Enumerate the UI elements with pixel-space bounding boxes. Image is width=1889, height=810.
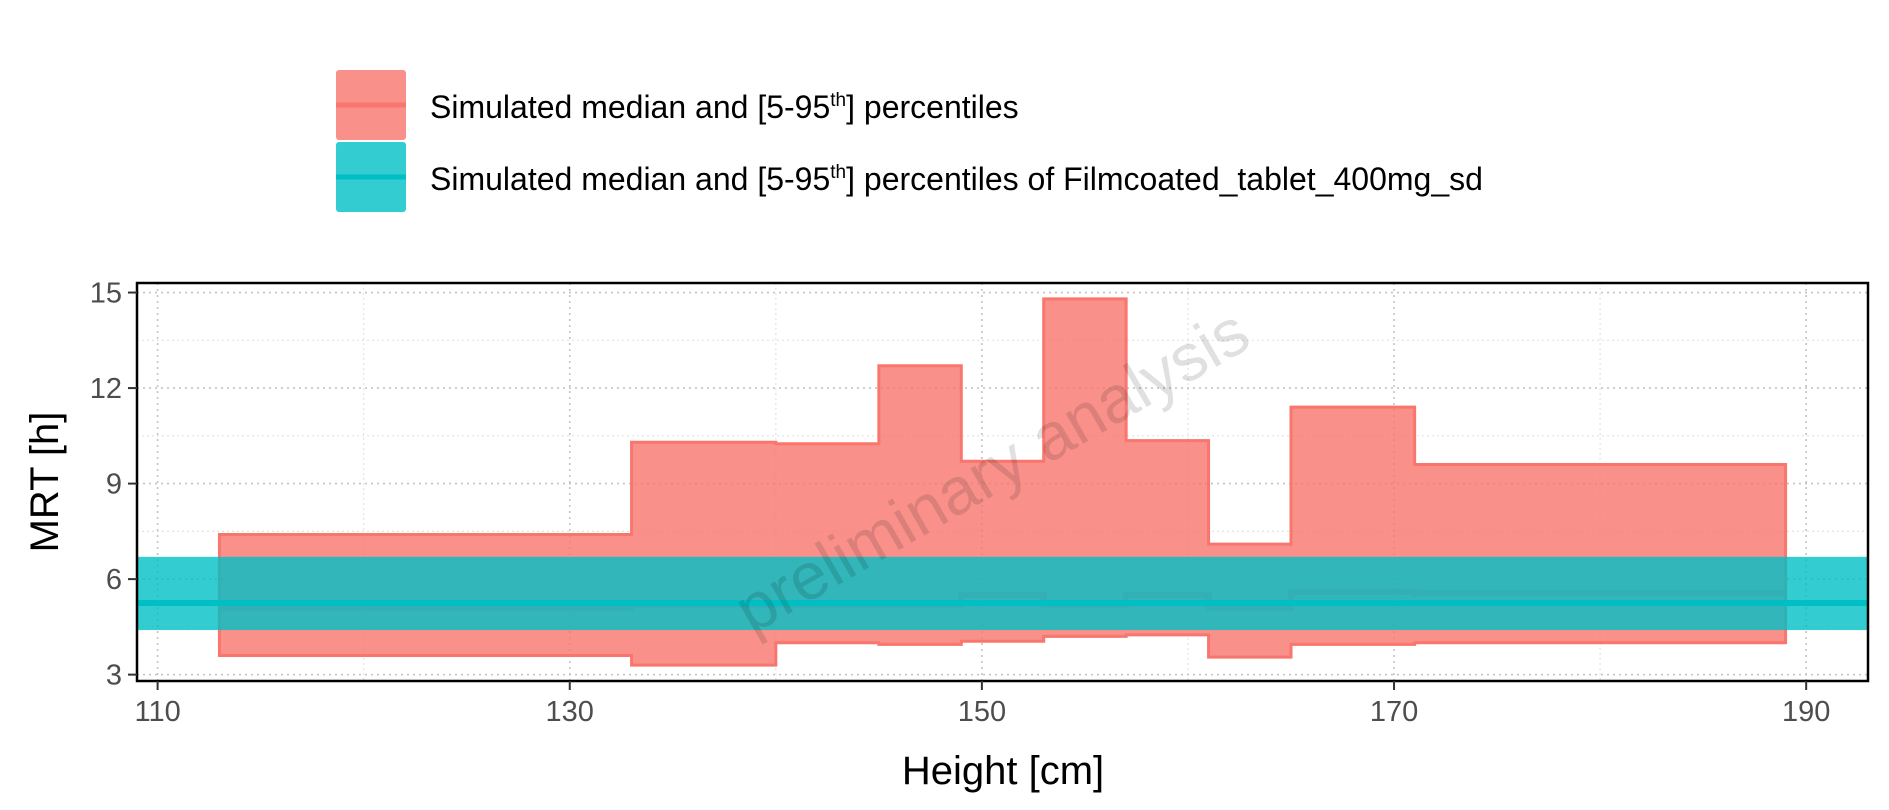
x-tick-label: 110	[134, 696, 180, 728]
x-tick-label: 190	[1782, 696, 1830, 728]
x-tick-label: 170	[1370, 696, 1418, 728]
legend-label-tablet: Simulated median and [5-95th] percentile…	[430, 161, 1483, 197]
y-tick-label: 3	[106, 660, 122, 692]
legend: Simulated median and [5-95th] percentile…	[336, 70, 1483, 212]
y-tick-label: 6	[106, 564, 122, 596]
legend-label-tablet-part1: Simulated median and [5-95	[430, 161, 830, 197]
x-axis-title: Height [cm]	[902, 749, 1104, 793]
tablet-ribbon	[137, 556, 1868, 631]
series-layer	[137, 297, 1868, 667]
legend-label-tablet-sup: th	[830, 162, 846, 183]
plot-border	[135, 281, 1870, 683]
legend-label-simulated: Simulated median and [5-95th] percentile…	[430, 89, 1019, 125]
legend-label-simulated-part1: Simulated median and [5-95	[430, 89, 830, 125]
x-tick-label: 150	[958, 696, 1006, 728]
y-tick-label: 12	[90, 373, 122, 405]
x-tick-label: 130	[546, 696, 594, 728]
y-tick-label: 9	[106, 469, 122, 501]
legend-label-simulated-sup: th	[830, 90, 846, 111]
ticks: 110 130 150 170 190 3 6 9 12 15	[90, 278, 1831, 728]
y-axis-title: MRT [h]	[23, 412, 67, 553]
y-tick-label: 15	[90, 278, 122, 310]
legend-label-tablet-part2: ] percentiles of Filmcoated_tablet_400mg…	[846, 161, 1483, 197]
legend-label-simulated-part2: ] percentiles	[846, 89, 1019, 125]
